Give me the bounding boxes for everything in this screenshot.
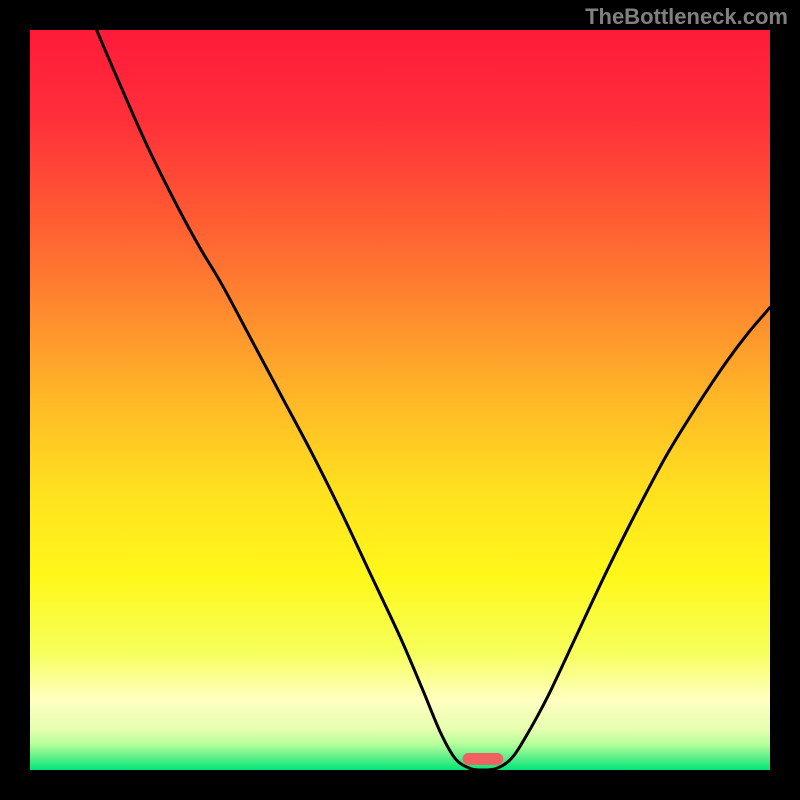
chart-frame: TheBottleneck.com [0,0,800,800]
gradient-background [30,30,770,770]
watermark-text: TheBottleneck.com [585,4,788,30]
optimal-marker [463,753,504,765]
bottleneck-chart [30,30,770,770]
